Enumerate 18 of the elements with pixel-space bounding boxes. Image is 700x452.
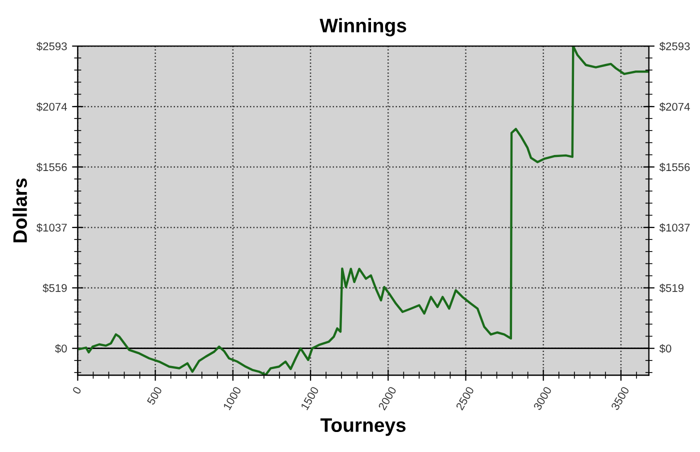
x-tick-label: 500 xyxy=(146,386,162,406)
y2-tick-label: $0 xyxy=(659,344,672,354)
y2-tick-label: $2074 xyxy=(659,102,690,112)
chart-title: Winnings xyxy=(320,18,406,36)
line-series xyxy=(78,46,648,376)
y2-tick-label: $1556 xyxy=(659,162,690,172)
y-tick-label: $519 xyxy=(42,284,67,293)
y-axis-title: Dollars xyxy=(12,178,27,242)
y2-tick-label: $2593 xyxy=(659,42,690,51)
y-tick-label: $0 xyxy=(55,344,67,354)
x-axis-title: Tourneys xyxy=(320,418,406,436)
y-tick-label: $1037 xyxy=(36,223,67,232)
y-tick-label: $2074 xyxy=(36,102,67,112)
y-tick-label: $2593 xyxy=(36,42,67,51)
y-tick-label: $1556 xyxy=(36,162,67,172)
y2-tick-label: $1037 xyxy=(659,223,690,232)
x-tick-label: 0 xyxy=(72,386,82,395)
y2-tick-label: $519 xyxy=(659,284,684,293)
